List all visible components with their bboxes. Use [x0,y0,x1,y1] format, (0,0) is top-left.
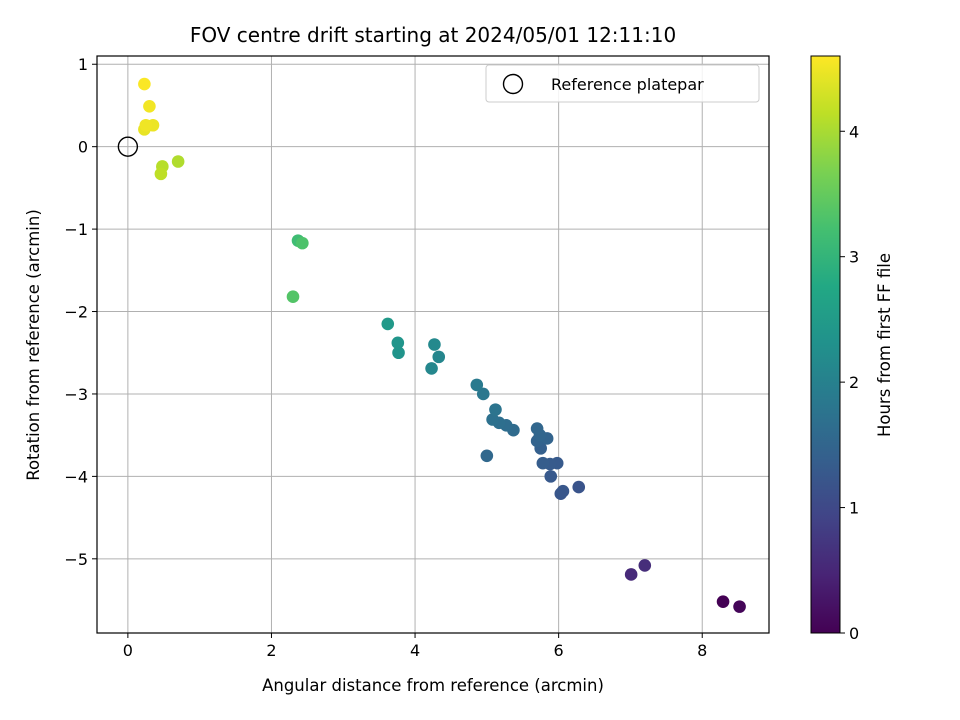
y-tick-label: −1 [64,220,88,239]
scatter-points [138,77,746,613]
x-tick-label: 2 [266,641,276,660]
scatter-point [143,99,156,113]
scatter-point [480,449,494,463]
scatter-point [138,77,151,91]
x-tick-label: 6 [554,641,564,660]
scatter-point [381,317,395,331]
scatter-point [392,346,405,360]
scatter-point [489,403,502,416]
x-tick-label: 0 [123,641,133,660]
scatter-point [476,387,490,401]
colorbar-label: Hours from first FF file [875,253,894,437]
scatter-point [530,422,544,435]
legend-entry-reference: Reference platepar [551,75,704,94]
x-axis-ticks: 0 2 4 6 8 [123,633,707,660]
scatter-point [624,568,638,581]
y-tick-label: 1 [78,55,88,74]
x-tick-label: 4 [410,641,420,660]
reference-point [117,136,139,157]
scatter-point [470,378,484,392]
scatter-point [432,350,446,364]
reference-marker [117,136,139,157]
grid [97,56,769,633]
colorbar-tick-label: 1 [849,499,859,518]
colorbar-tick-label: 0 [849,624,859,643]
colorbar: 0 1 2 3 4 Hours from first FF file [810,55,894,643]
chart-title: FOV centre drift starting at 2024/05/01 … [190,23,676,47]
scatter-point [296,236,309,250]
y-axis-ticks: 1 0 −1 −2 −3 −4 −5 [64,55,97,569]
plot-frame [96,55,770,634]
y-tick-label: −3 [64,385,88,404]
scatter-point [716,595,730,608]
scatter-point [139,118,153,132]
scatter-point [428,338,441,351]
x-tick-label: 8 [697,641,707,660]
scatter-point [733,600,746,613]
scatter-point [556,484,570,498]
y-tick-label: −4 [64,467,88,486]
scatter-point [286,290,300,303]
colorbar-tick-label: 2 [849,373,859,392]
legend: Reference platepar [485,64,760,103]
scatter-point [425,362,438,375]
y-tick-label: 0 [78,138,88,157]
y-tick-label: −2 [64,303,88,322]
colorbar-tick-label: 4 [849,122,859,141]
y-tick-label: −5 [64,550,88,569]
scatter-point [391,336,405,350]
legend-marker-icon [502,73,524,95]
x-axis-label: Angular distance from reference (arcmin) [262,676,604,695]
scatter-point [486,413,499,426]
colorbar-tick-label: 3 [849,248,859,267]
colorbar-gradient [810,55,841,634]
scatter-point [638,559,652,572]
scatter-point [544,470,558,483]
legend-box [485,64,760,103]
scatter-point [536,456,550,470]
scatter-point [154,167,168,181]
y-axis-label: Rotation from reference (arcmin) [24,209,43,481]
colorbar-ticks: 0 1 2 3 4 [840,122,859,643]
scatter-point [171,155,185,168]
scatter-point [572,480,586,494]
